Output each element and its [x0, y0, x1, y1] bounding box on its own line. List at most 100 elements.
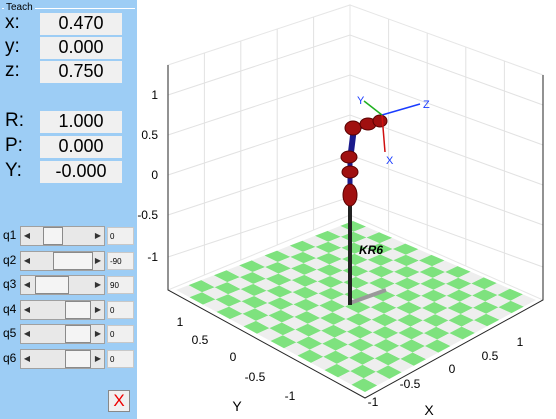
joint-value[interactable]: -90 — [107, 251, 134, 270]
y-axis-label: Y — [232, 398, 242, 414]
y-tick-label: 0.5 — [192, 333, 209, 347]
slider-left-arrow[interactable]: ◀ — [23, 304, 31, 314]
floor-tile — [407, 283, 434, 296]
x-tick-label: 1 — [517, 335, 524, 349]
y-tick-label: 0 — [230, 350, 237, 364]
slider-thumb[interactable] — [53, 251, 93, 270]
joint-label: q5 — [3, 326, 17, 340]
joint-slider[interactable]: ◀ ▶ — [20, 226, 105, 246]
floor-tile — [239, 260, 266, 273]
floor-tile — [328, 236, 354, 248]
floor-tile — [396, 301, 423, 315]
slider-right-arrow[interactable]: ▶ — [94, 329, 102, 338]
slider-thumb[interactable] — [65, 300, 91, 319]
readout-label: z: — [5, 60, 20, 81]
floor-tile — [422, 314, 449, 327]
floor-tile — [383, 295, 409, 308]
floor-tile — [424, 339, 451, 353]
floor-tile — [388, 358, 414, 373]
slider-left-arrow[interactable]: ◀ — [23, 231, 31, 240]
floor-tile — [214, 282, 241, 295]
close-button[interactable]: X — [108, 390, 130, 412]
floor-tile — [338, 371, 364, 385]
floor-tile — [277, 256, 304, 269]
slider-thumb[interactable] — [35, 276, 69, 294]
readout-label: y: — [5, 36, 20, 57]
floor-tile — [340, 231, 367, 243]
slider-thumb[interactable] — [65, 325, 91, 343]
robot-joint — [341, 165, 359, 179]
floor-tile — [436, 320, 462, 334]
slider-right-arrow[interactable]: ▶ — [94, 255, 102, 265]
frame-label: X — [386, 155, 394, 167]
floor-tile — [304, 269, 331, 282]
slider-left-arrow[interactable]: ◀ — [23, 255, 31, 265]
floor-tile — [252, 267, 279, 279]
floor-tile — [411, 333, 438, 346]
floor-tile — [294, 311, 321, 324]
floor-tile — [394, 277, 421, 290]
joint-slider[interactable]: ◀ ▶ — [20, 299, 105, 320]
joint-label: q3 — [3, 277, 17, 291]
slider-left-arrow[interactable]: ◀ — [23, 353, 31, 363]
joint-value[interactable]: 0 — [107, 227, 134, 245]
floor-tile — [432, 260, 458, 273]
readout-value: 0.750 — [40, 61, 122, 83]
floor-tile — [334, 331, 361, 345]
frame-axis — [381, 103, 421, 116]
joint-slider[interactable]: ◀ ▶ — [20, 275, 105, 295]
readout-label: x: — [5, 12, 20, 33]
floor-tile — [353, 226, 380, 238]
slider-right-arrow[interactable]: ▶ — [94, 280, 102, 289]
floor-tile — [498, 300, 524, 314]
floor-tile — [379, 237, 406, 249]
joint-value[interactable]: 0 — [107, 349, 134, 368]
joint-label: q4 — [3, 301, 17, 316]
x-tick-label: 0 — [449, 362, 456, 376]
floor-tile — [393, 254, 419, 267]
wall-grid-line — [167, 114, 544, 186]
slider-left-arrow[interactable]: ◀ — [23, 280, 31, 289]
floor-tile — [279, 280, 306, 293]
joint-slider[interactable]: ◀ ▶ — [20, 324, 105, 344]
slider-thumb[interactable] — [65, 349, 91, 368]
joint-slider[interactable]: ◀ ▶ — [20, 348, 105, 369]
joint-value[interactable]: 0 — [107, 300, 134, 319]
floor-tile — [292, 286, 319, 299]
slider-right-arrow[interactable]: ▶ — [94, 353, 102, 363]
floor-tile — [189, 292, 216, 305]
joint-label: q6 — [3, 350, 17, 365]
floor-tile — [315, 230, 341, 242]
floor-tile — [253, 278, 280, 291]
slider-thumb[interactable] — [43, 227, 63, 245]
floor-tile — [335, 344, 362, 358]
slider-right-arrow[interactable]: ▶ — [94, 304, 102, 314]
floor-tile — [437, 333, 463, 346]
floor-tile — [374, 352, 401, 366]
floor-tile — [240, 283, 267, 297]
floor-tile — [227, 277, 254, 290]
floor-tile — [201, 275, 228, 288]
floor-tile — [459, 295, 486, 308]
floor-tile — [327, 225, 354, 237]
floor-tile — [316, 264, 343, 276]
floor-tile — [289, 240, 316, 252]
z-tick-label: 1 — [151, 88, 158, 102]
floor-tile — [418, 254, 445, 267]
floor-tile — [242, 308, 269, 321]
joint-value[interactable]: 0 — [107, 325, 134, 343]
joint-value[interactable]: 90 — [107, 276, 134, 294]
slider-left-arrow[interactable]: ◀ — [23, 329, 31, 338]
floor-tile — [408, 295, 435, 308]
floor-tile — [367, 254, 394, 266]
floor-tile — [306, 305, 333, 318]
joint-slider[interactable]: ◀ ▶ — [20, 250, 105, 271]
slider-right-arrow[interactable]: ▶ — [94, 231, 102, 240]
floor-tile — [381, 271, 408, 284]
floor-tile — [278, 268, 305, 281]
y-tick-label: 1 — [177, 315, 184, 329]
floor-tile — [311, 356, 337, 371]
floor-tile — [341, 242, 368, 254]
floor-tile — [473, 301, 499, 314]
